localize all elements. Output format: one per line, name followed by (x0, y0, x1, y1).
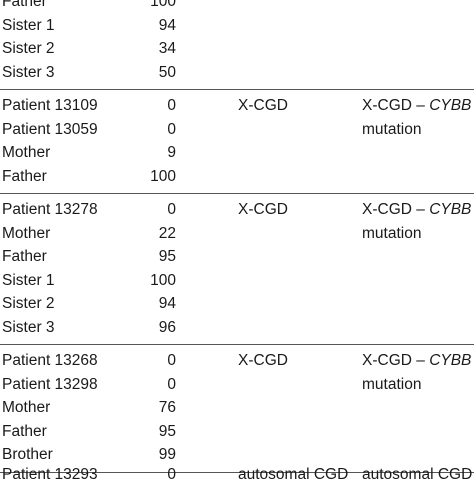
table-row: Brother 99 (0, 443, 474, 467)
table-group: Patient 13268 0 X-CGD X-CGD – CYBB Patie… (0, 345, 474, 473)
subject-name: Mother (2, 399, 51, 416)
diagnosis-cell: X-CGD (238, 97, 288, 114)
subject-value: 100 (150, 0, 176, 10)
diagnosis-cell: X-CGD (238, 352, 288, 369)
subject-value: 0 (167, 97, 176, 114)
diagnosis-cell: autosomal CGD (238, 466, 349, 483)
table-row: Sister 3 96 (0, 316, 474, 340)
subject-name: Patient 13298 (2, 375, 98, 393)
table-row: Mother 22 mutation (0, 222, 474, 246)
gene-name: CYBB (429, 201, 472, 218)
result-cell: X-CGD – CYBB (362, 94, 471, 118)
table-row: Sister 1 100 (0, 269, 474, 293)
table-row: Patient 13059 0 mutation (0, 118, 474, 142)
result-prefix: X-CGD – (362, 352, 430, 369)
subject-value: 96 (158, 318, 176, 336)
subject-value: 76 (158, 399, 176, 416)
subject-name: Sister 3 (2, 63, 55, 81)
subject-name: Mother (2, 144, 51, 161)
result-line2: mutation (362, 224, 422, 242)
table-group: Patient 13278 0 X-CGD X-CGD – CYBB Mothe… (0, 194, 474, 345)
gene-name: CYBB (429, 352, 472, 369)
table-row: Patient 13278 0 X-CGD X-CGD – CYBB (0, 198, 474, 222)
gene-name: CYBB (429, 97, 472, 114)
table-row: Sister 1 94 (0, 14, 474, 38)
subject-name: Sister 2 (2, 295, 55, 312)
table-row: Father 100 (0, 0, 474, 14)
subject-name: Brother (2, 446, 53, 463)
subject-value: 94 (158, 16, 176, 34)
table-row: Sister 2 94 (0, 292, 474, 316)
subject-name: Sister 3 (2, 318, 55, 336)
subject-value: 95 (158, 422, 176, 440)
table-row: Father 95 (0, 245, 474, 269)
subject-value: 0 (167, 375, 176, 393)
subject-value: 95 (158, 248, 176, 265)
subject-name: Sister 1 (2, 271, 55, 289)
family-results-table: Father 100 Sister 1 94 Sister 2 34 Siste… (0, 0, 474, 473)
table-group: Patient 13109 0 X-CGD X-CGD – CYBB Patie… (0, 90, 474, 194)
table-row: Father 100 (0, 165, 474, 189)
table-row: Patient 13293 0 autosomal CGD autosomal … (0, 463, 474, 487)
result-cell: X-CGD – CYBB (362, 198, 471, 222)
result-cell: X-CGD – CYBB (362, 349, 471, 373)
subject-value: 99 (158, 446, 176, 463)
table-row: Patient 13268 0 X-CGD X-CGD – CYBB (0, 349, 474, 373)
subject-name: Father (2, 167, 47, 185)
subject-name: Patient 13268 (2, 352, 98, 369)
table-group: Father 100 Sister 1 94 Sister 2 34 Siste… (0, 0, 474, 90)
result-cell: autosomal CGD (362, 466, 473, 483)
subject-name: Patient 13293 (2, 466, 98, 483)
subject-name: Mother (2, 224, 51, 242)
table-row: Sister 2 34 (0, 37, 474, 61)
table-row: Sister 3 50 (0, 61, 474, 85)
result-prefix: X-CGD – (362, 97, 430, 114)
subject-name: Sister 2 (2, 40, 55, 57)
subject-value: 0 (167, 201, 176, 218)
subject-value: 22 (158, 224, 176, 242)
subject-name: Father (2, 0, 47, 10)
subject-value: 100 (150, 167, 176, 185)
subject-name: Patient 13109 (2, 97, 98, 114)
subject-value: 50 (158, 63, 176, 81)
subject-value: 0 (167, 120, 176, 138)
subject-value: 100 (150, 271, 176, 289)
subject-name: Patient 13059 (2, 120, 98, 138)
subject-name: Father (2, 422, 47, 440)
result-prefix: X-CGD – (362, 201, 430, 218)
subject-value: 0 (167, 352, 176, 369)
table-row: Patient 13298 0 mutation (0, 373, 474, 397)
subject-name: Father (2, 248, 47, 265)
table-row: Mother 9 (0, 141, 474, 165)
subject-name: Sister 1 (2, 16, 55, 34)
subject-value: 0 (167, 466, 176, 483)
result-line2: mutation (362, 375, 422, 393)
table-row: Father 95 (0, 420, 474, 444)
diagnosis-cell: X-CGD (238, 201, 288, 218)
table-row: Mother 76 (0, 396, 474, 420)
subject-value: 34 (158, 40, 176, 57)
subject-value: 94 (158, 295, 176, 312)
table-row: Patient 13109 0 X-CGD X-CGD – CYBB (0, 94, 474, 118)
subject-value: 9 (167, 144, 176, 161)
result-line2: mutation (362, 120, 422, 138)
subject-name: Patient 13278 (2, 201, 98, 218)
table-row-partial: Patient 13293 0 autosomal CGD autosomal … (0, 463, 474, 487)
